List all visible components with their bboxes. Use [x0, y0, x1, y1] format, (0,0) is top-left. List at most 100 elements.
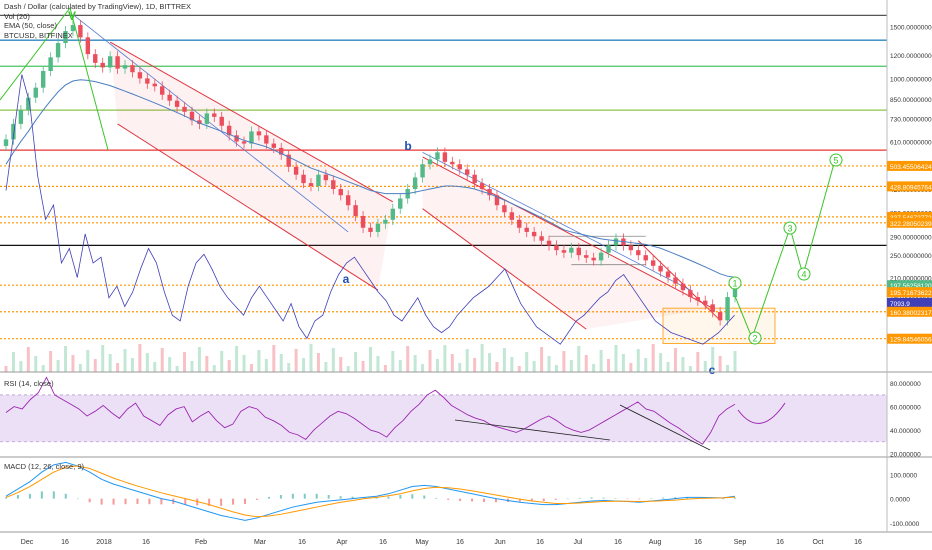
volume-bar	[473, 358, 477, 372]
volume-bar	[651, 344, 655, 372]
volume-bar	[175, 366, 179, 372]
macd-histogram-bar	[578, 497, 581, 499]
candle	[189, 111, 195, 121]
trendline	[72, 14, 349, 233]
macd-histogram-bar	[136, 498, 139, 504]
price-label-box	[887, 217, 932, 228]
volume-bar	[49, 351, 53, 372]
rsi-tick: 40.000000	[890, 428, 921, 435]
price-pane[interactable]: 1 2 3 4 5 Va b c	[0, 6, 887, 377]
macd-histogram-bar	[160, 498, 163, 505]
x-tick: 16	[142, 539, 150, 546]
volume-bar	[168, 357, 172, 372]
volume-bar	[160, 348, 164, 372]
x-tick: 16	[379, 539, 387, 546]
macd-title[interactable]: MACD (12, 26, close, 9)	[4, 462, 85, 471]
candle	[40, 71, 46, 88]
volume-bar	[138, 344, 142, 372]
candle	[256, 131, 262, 136]
volume-bar	[86, 350, 90, 372]
macd-histogram-bar	[5, 497, 7, 499]
volume-bar	[272, 345, 276, 372]
wave-line	[0, 6, 109, 151]
study-vol-label[interactable]: Vol (20)	[4, 11, 30, 21]
volume-bar	[116, 363, 120, 372]
price-label: 503.45506424	[890, 164, 932, 171]
candle	[279, 147, 284, 155]
volume-bar	[190, 361, 194, 372]
x-tick: 16	[694, 539, 702, 546]
volume-bar	[465, 349, 469, 372]
candle	[457, 164, 462, 170]
x-tick: 16	[298, 539, 306, 546]
study-btc-label[interactable]: BTCUSD, BITFINEX	[4, 30, 73, 40]
macd-histogram-bar	[88, 498, 91, 503]
candle	[331, 180, 336, 190]
macd-histogram-bar	[303, 493, 306, 499]
volume-bar	[56, 360, 60, 372]
candle	[204, 113, 210, 124]
candle	[323, 174, 329, 181]
candle	[368, 227, 373, 232]
macd-tick: 100.0000	[890, 472, 917, 479]
volume-bar	[621, 354, 625, 372]
x-tick: 16	[614, 539, 622, 546]
macd-histogram-bar	[76, 498, 79, 500]
candle	[509, 212, 515, 220]
rsi-title[interactable]: RSI (14, close)	[4, 379, 54, 388]
candle	[546, 240, 552, 246]
macd-pane[interactable]	[5, 461, 736, 521]
price-tick: 850.00000000	[890, 97, 932, 104]
candle	[435, 152, 440, 160]
volume-bar	[197, 347, 201, 372]
macd-histogram-bar	[494, 498, 497, 503]
volume-bar	[480, 344, 484, 372]
candle	[390, 208, 396, 220]
volume-bar	[227, 360, 231, 372]
volume-bar	[711, 347, 715, 372]
volume-bar	[279, 354, 283, 372]
volume-bar	[614, 345, 618, 372]
volume-bar	[659, 353, 663, 372]
volume-bar	[450, 354, 454, 372]
candle	[673, 277, 678, 284]
candle	[576, 247, 581, 256]
wave-label-b: b	[404, 139, 411, 153]
candle	[636, 250, 641, 256]
volume-bar	[145, 353, 149, 372]
candle	[3, 139, 9, 146]
volume-bar	[681, 357, 685, 372]
candle	[316, 174, 321, 187]
volume-bar	[41, 365, 45, 372]
macd-histogram-bar	[471, 498, 474, 502]
wave-circle	[728, 276, 742, 290]
candle	[487, 189, 492, 196]
volume-bar	[629, 363, 633, 372]
candle	[130, 65, 135, 73]
x-tick: Apr	[337, 539, 349, 546]
volume-bar	[688, 366, 692, 372]
macd-histogram-bar	[184, 498, 187, 505]
volume-bar	[108, 354, 112, 372]
macd-histogram-bar	[28, 493, 31, 499]
macd-histogram-bar	[339, 496, 342, 499]
price-label-box	[887, 333, 932, 344]
volume-bar	[235, 346, 239, 372]
candle	[643, 255, 648, 261]
price-label: 7093.9	[890, 301, 910, 308]
rsi-pane[interactable]	[0, 376, 887, 451]
volume-bar	[666, 362, 670, 372]
volume-bar	[26, 347, 30, 372]
volume-bar	[510, 357, 514, 372]
candle	[472, 174, 477, 184]
volume-bar	[316, 353, 320, 372]
candle	[160, 86, 165, 95]
candle	[598, 252, 604, 261]
study-ema-label[interactable]: EMA (50, close)	[4, 21, 57, 30]
macd-histogram-bar	[411, 494, 414, 499]
macd-histogram-bar	[327, 495, 330, 499]
candle	[338, 189, 343, 196]
candle	[93, 54, 98, 63]
candle	[286, 154, 291, 167]
